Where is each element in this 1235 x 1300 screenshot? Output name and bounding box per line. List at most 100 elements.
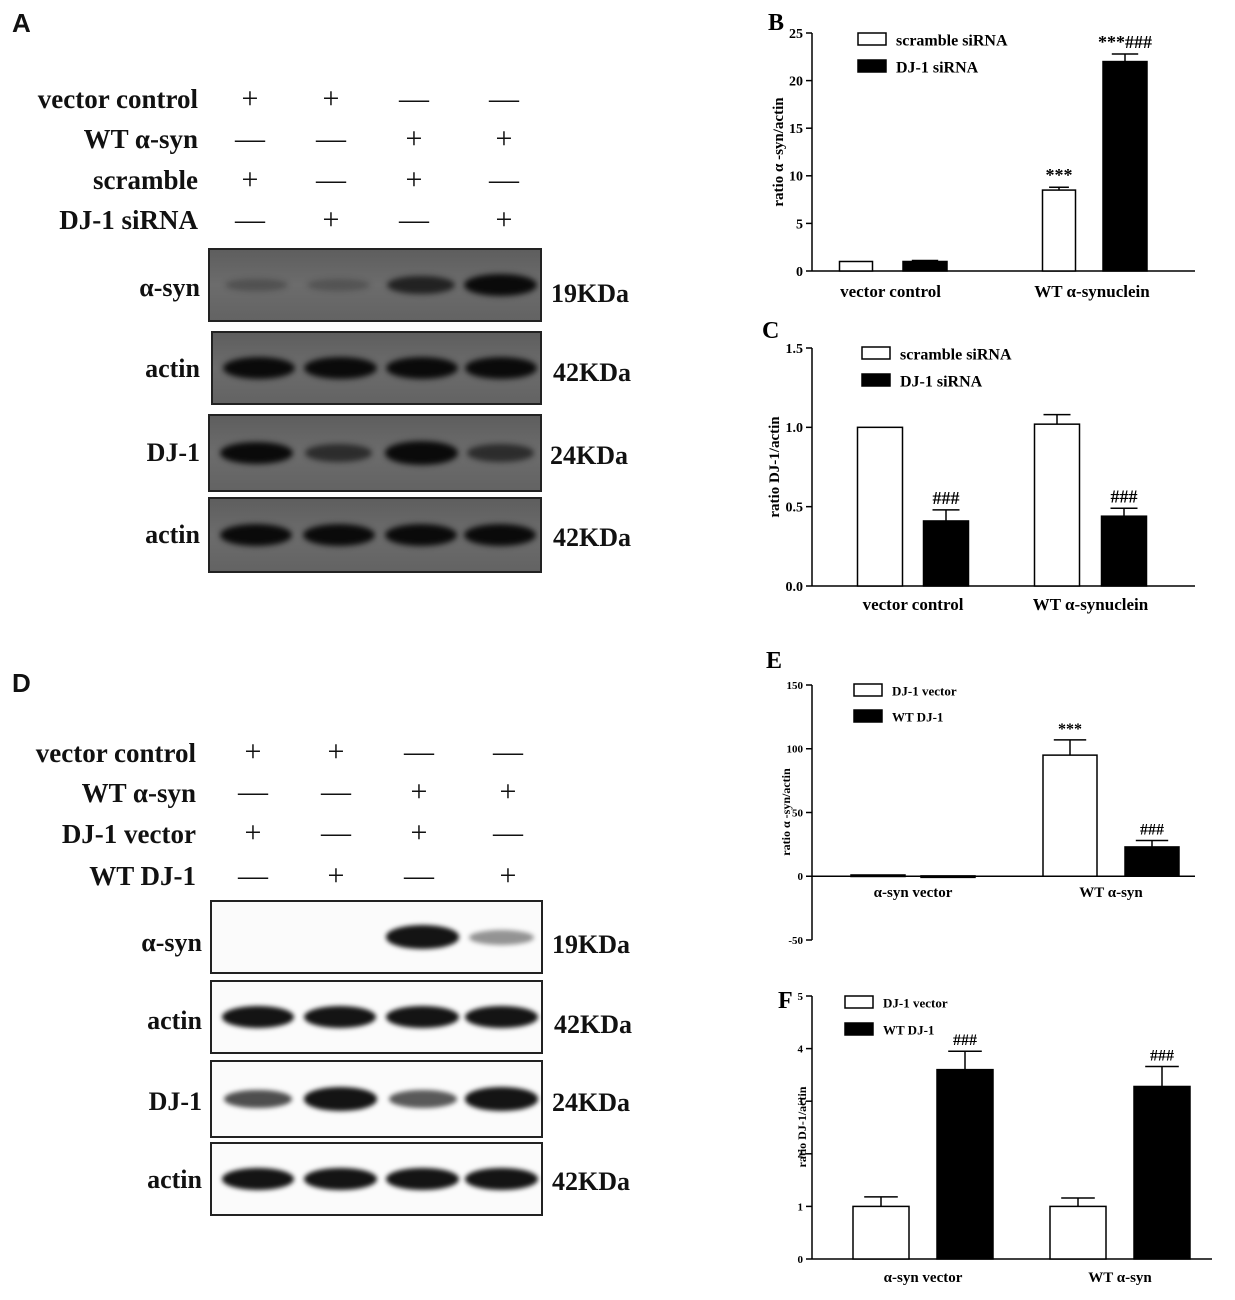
- y-tick-label-C: 1.0: [786, 421, 804, 436]
- sign-d-2-1: —: [321, 816, 351, 849]
- significance-mark-B: ***: [1046, 165, 1073, 185]
- significance-mark-E: ###: [1140, 822, 1164, 839]
- blot-band-lane-4: [464, 1087, 539, 1111]
- blot-band-lane-3: [386, 275, 456, 295]
- sign-a-0-1: +: [322, 82, 340, 115]
- y-tick-label-E: 150: [787, 680, 804, 692]
- blot-image-actin: [210, 980, 543, 1054]
- kda-label-dj1: 24KDa: [550, 441, 628, 470]
- legend-swatch-B: [857, 59, 887, 73]
- sign-a-1-2: +: [405, 122, 423, 155]
- sign-a-2-3: —: [489, 163, 519, 196]
- legend-label-C: scramble siRNA: [900, 347, 1012, 364]
- blot-image-actin-2: [208, 497, 542, 573]
- bar-C-2-2: [1100, 515, 1148, 587]
- blot-band-lane-2: [304, 356, 377, 380]
- bar-F-1-1: [852, 1205, 910, 1260]
- y-tick-label-F: 1: [798, 1201, 804, 1213]
- y-tick-label-F: 5: [798, 991, 804, 1003]
- category-label-B: WT α-synuclein: [1034, 282, 1150, 301]
- sign-d-1-3: +: [499, 775, 517, 808]
- legend-swatch-C: [861, 346, 891, 360]
- blot-band-lane-3: [386, 1167, 459, 1191]
- sign-d-0-0: +: [244, 735, 262, 768]
- sign-d-2-3: —: [493, 816, 523, 849]
- blot-band-lane-1: [221, 1167, 295, 1191]
- y-axis-label-B: ratio α -syn/actin: [771, 97, 787, 207]
- blot-band-lane-4: [465, 1005, 538, 1029]
- blot-label-actin: actin: [147, 1006, 202, 1035]
- panel-letter-d: D: [12, 668, 31, 698]
- blot-band-lane-2: [303, 1167, 377, 1191]
- blot-band-lane-1: [223, 1089, 293, 1109]
- sign-a-1-1: —: [316, 122, 346, 155]
- sign-a-1-0: —: [235, 122, 265, 155]
- legend-label-C: DJ-1 siRNA: [900, 374, 983, 391]
- sign-a-0-2: —: [399, 82, 429, 115]
- sign-a-3-3: +: [495, 203, 513, 236]
- blot-band-lane-4: [464, 523, 537, 547]
- category-label-E: WT α-syn: [1079, 885, 1143, 901]
- sign-d-0-1: +: [327, 735, 345, 768]
- blot-image-asyn: [208, 248, 542, 322]
- legend-label-E: WT DJ-1: [892, 710, 943, 725]
- panel-letter-f: F: [778, 988, 793, 1014]
- y-tick-label-C: 0.0: [786, 580, 804, 595]
- bar-B-2-1: [902, 260, 948, 272]
- blot-label-dj1: DJ-1: [148, 1087, 202, 1116]
- bar-B-1-1: [838, 260, 874, 272]
- blot-image-actin-2: [210, 1142, 543, 1216]
- sign-a-3-2: —: [399, 203, 429, 236]
- legend-swatch-F: [844, 1022, 874, 1036]
- sign-d-3-2: —: [404, 859, 434, 892]
- sign-a-0-3: —: [489, 82, 519, 115]
- legend-swatch-C: [861, 373, 891, 387]
- blot-band-lane-2: [304, 1005, 377, 1029]
- condition-label-wt-asyn: WT α-syn: [83, 124, 198, 154]
- sign-d-3-0: —: [238, 859, 268, 892]
- y-tick-label-B: 15: [789, 122, 803, 137]
- blot-band-lane-3: [385, 523, 458, 547]
- sign-d-0-2: —: [404, 735, 434, 768]
- category-label-C: WT α-synuclein: [1033, 595, 1149, 614]
- blot-label-dj1: DJ-1: [146, 438, 200, 467]
- blot-label-actin-2: actin: [147, 1165, 202, 1194]
- bar-B-2-2: [1102, 60, 1148, 272]
- blot-band-lane-3: [386, 1005, 459, 1029]
- y-tick-label-E: -50: [788, 935, 803, 947]
- legend-swatch-F: [844, 995, 874, 1009]
- legend-label-E: DJ-1 vector: [892, 684, 957, 699]
- significance-mark-E: ***: [1058, 721, 1082, 738]
- sign-d-1-1: —: [321, 775, 351, 808]
- blot-band-lane-1: [221, 1005, 295, 1029]
- significance-mark-F: ###: [953, 1032, 977, 1049]
- blot-band-lane-4: [469, 929, 535, 945]
- y-tick-label-C: 0.5: [786, 501, 804, 516]
- category-label-C: vector control: [863, 595, 964, 614]
- blot-band-lane-1: [224, 278, 288, 292]
- blot-band-lane-3: [388, 1090, 457, 1108]
- legend-label-F: WT DJ-1: [883, 1023, 934, 1038]
- sign-d-2-0: +: [244, 816, 262, 849]
- y-tick-label-B: 20: [789, 75, 803, 90]
- panel-letter-c: C: [762, 318, 779, 344]
- sign-a-3-1: +: [322, 203, 340, 236]
- sign-a-2-2: +: [405, 163, 423, 196]
- sign-a-1-3: +: [495, 122, 513, 155]
- y-tick-label-F: 3: [798, 1096, 804, 1108]
- panel-letter-b: B: [768, 10, 784, 36]
- blot-band-lane-3: [384, 441, 458, 465]
- y-axis-label-F: ratio DJ-1/actin: [795, 1086, 809, 1167]
- condition-label-wt-dj1: WT DJ-1: [89, 861, 196, 891]
- sign-d-0-3: —: [493, 735, 523, 768]
- condition-label-dj1-sirna: DJ-1 siRNA: [59, 205, 198, 235]
- blot-label-asyn: α-syn: [141, 928, 202, 957]
- y-tick-label-C: 1.5: [786, 342, 804, 357]
- blot-label-asyn: α-syn: [139, 273, 200, 302]
- kda-label-actin-2: 42KDa: [552, 1167, 630, 1196]
- blot-band-lane-2: [302, 523, 375, 547]
- legend-swatch-E: [853, 709, 883, 723]
- bar-E-1-1: [850, 874, 906, 878]
- legend-label-B: scramble siRNA: [896, 33, 1008, 50]
